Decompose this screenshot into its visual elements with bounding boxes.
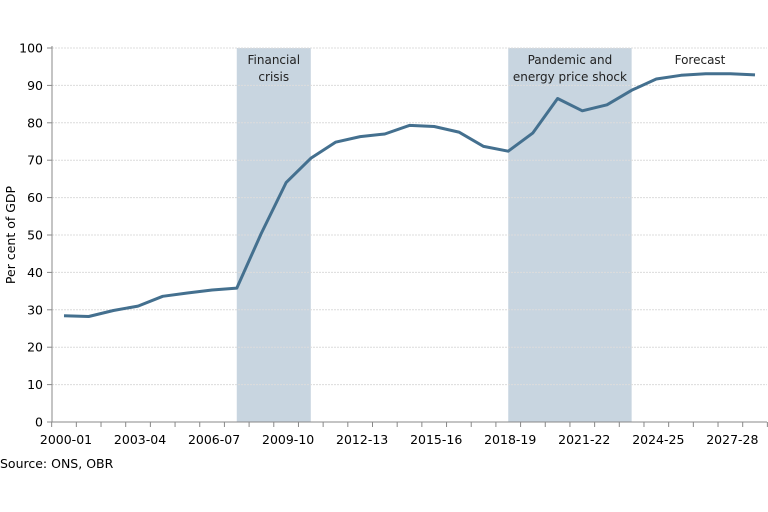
y-tick-label: 0 [35, 415, 43, 430]
y-tick-label: 70 [27, 153, 43, 168]
source-note: Source: ONS, OBR [0, 456, 114, 471]
x-tick-label: 2009-10 [262, 432, 314, 447]
x-tick-label: 2000-01 [40, 432, 92, 447]
y-tick-label: 90 [27, 78, 43, 93]
shaded-region-label: crisis [258, 70, 289, 84]
x-tick-label: 2027-28 [706, 432, 758, 447]
series-line [63, 72, 756, 318]
y-tick-label: 100 [19, 41, 43, 56]
x-tick-label: 2015-16 [410, 432, 462, 447]
x-tick-label: 2018-19 [484, 432, 536, 447]
forecast-annotation: Forecast [675, 53, 726, 67]
y-tick-label: 80 [27, 115, 43, 130]
shaded-region-label: Pandemic and [528, 53, 613, 67]
y-tick-label: 30 [27, 302, 43, 317]
y-tick-label: 50 [27, 228, 43, 243]
shaded-region-label: Financial [248, 53, 301, 67]
x-tick-label: 2024-25 [632, 432, 684, 447]
x-tick-label: 2021-22 [558, 432, 610, 447]
y-tick-label: 60 [27, 190, 43, 205]
shaded-region-label: energy price shock [513, 70, 627, 84]
y-tick-label: 20 [27, 340, 43, 355]
y-tick-label: 10 [27, 377, 43, 392]
x-tick-label: 2006-07 [188, 432, 240, 447]
y-tick-label: 40 [27, 265, 43, 280]
y-axis-label: Per cent of GDP [3, 185, 18, 284]
x-tick-label: 2012-13 [336, 432, 388, 447]
x-tick-label: 2003-04 [114, 432, 166, 447]
